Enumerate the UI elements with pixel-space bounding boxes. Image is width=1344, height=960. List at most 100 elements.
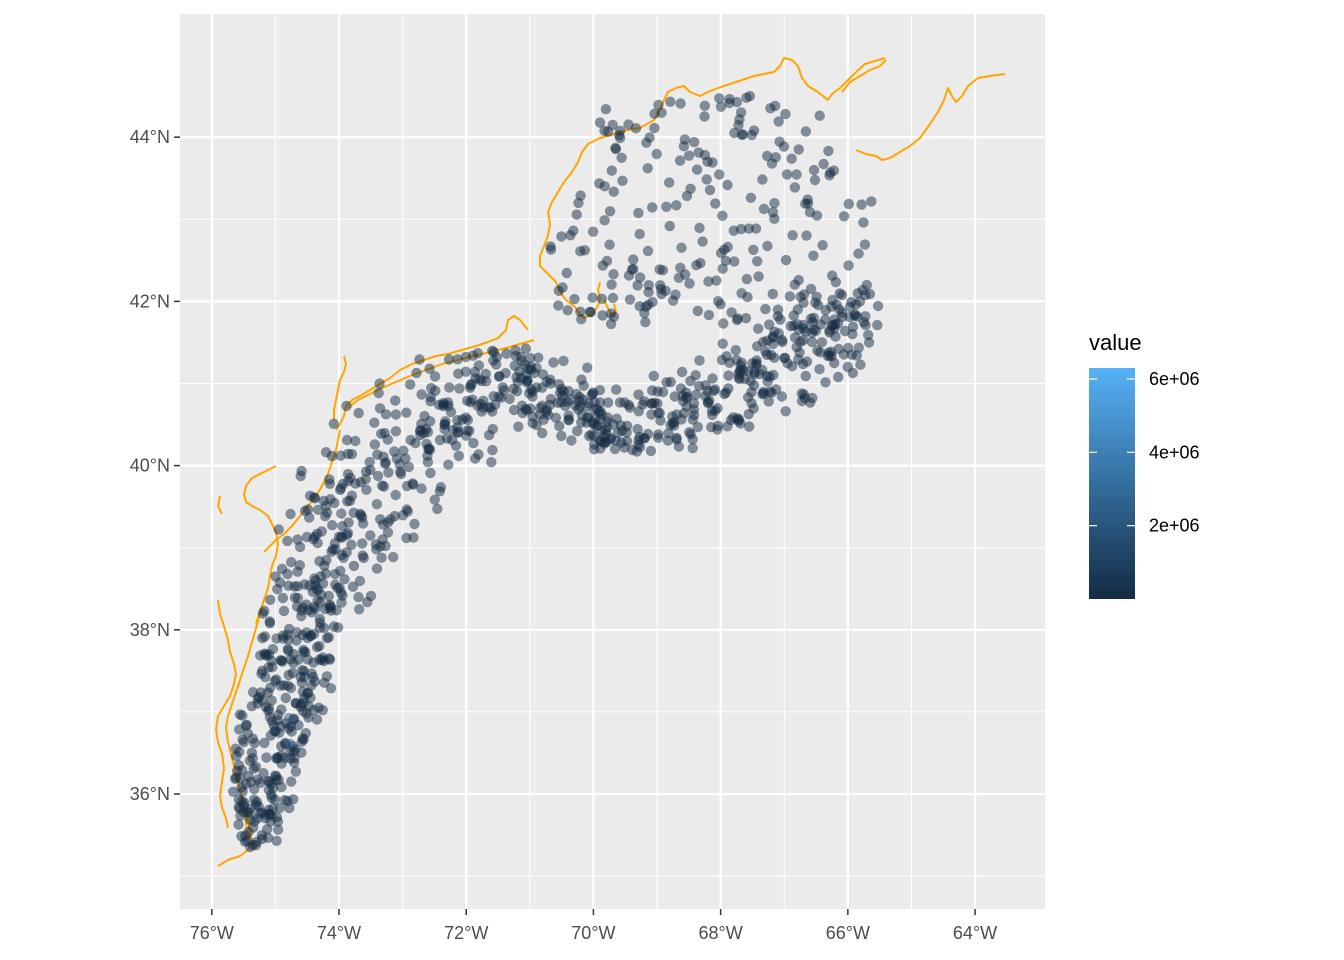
sample-point	[793, 144, 804, 155]
sample-point	[292, 566, 303, 577]
sample-point	[602, 126, 614, 137]
x-tick-label: 66°W	[826, 923, 870, 943]
sample-point	[424, 416, 436, 427]
sample-point	[283, 723, 294, 734]
sample-point	[357, 518, 369, 529]
sample-point	[807, 392, 818, 404]
sample-point	[556, 231, 567, 242]
sample-point	[242, 835, 253, 846]
sample-point	[486, 457, 497, 468]
sample-point	[289, 592, 301, 603]
sample-point	[748, 125, 760, 136]
sample-point	[852, 288, 864, 299]
sample-point	[550, 412, 562, 423]
sample-point	[299, 579, 310, 590]
sample-point	[353, 591, 364, 603]
sample-point	[804, 207, 816, 218]
coastline-delaware-bay	[243, 465, 279, 625]
sample-point	[818, 158, 829, 170]
sample-point	[647, 202, 658, 213]
sample-point	[800, 198, 811, 209]
sample-point	[297, 665, 308, 676]
sample-point	[839, 325, 851, 337]
sample-point	[792, 304, 803, 315]
sample-point	[842, 361, 853, 373]
major-gridlines	[180, 14, 1045, 909]
sample-point	[697, 236, 708, 247]
sample-point	[648, 370, 659, 382]
sample-point	[253, 801, 264, 812]
sample-point	[265, 594, 276, 605]
sample-point	[731, 314, 743, 326]
sample-point	[690, 389, 702, 400]
sample-point	[361, 484, 372, 495]
sample-point	[843, 198, 854, 210]
sample-point	[473, 360, 485, 371]
sample-point	[327, 520, 338, 531]
sample-point	[642, 245, 654, 257]
sample-point	[364, 456, 375, 468]
sample-point	[438, 400, 449, 412]
sample-point	[669, 391, 680, 402]
sample-point	[786, 153, 797, 164]
sample-point	[768, 369, 779, 381]
sample-point	[321, 632, 333, 644]
sample-point	[691, 260, 702, 271]
sample-point	[823, 145, 834, 157]
sample-point	[731, 96, 743, 108]
sample-point	[855, 359, 866, 370]
sample-point	[780, 254, 792, 266]
sample-point	[571, 209, 582, 220]
sample-point	[664, 177, 675, 188]
sample-point	[744, 421, 755, 432]
sample-point	[259, 737, 270, 749]
sample-point	[624, 294, 636, 305]
sample-point	[847, 321, 859, 332]
sample-point	[342, 468, 354, 480]
sample-point	[415, 425, 426, 437]
sample-point	[854, 296, 866, 307]
sample-point	[762, 150, 773, 162]
sample-point	[268, 720, 279, 731]
sample-point	[859, 239, 871, 250]
sample-point	[277, 592, 289, 604]
sample-point	[830, 331, 841, 342]
sample-point	[542, 409, 554, 420]
sample-point	[319, 622, 330, 634]
sample-point	[796, 388, 807, 399]
sample-point	[808, 164, 820, 176]
sample-point	[645, 445, 657, 457]
sample-point	[687, 443, 698, 454]
sample-point	[743, 223, 755, 234]
y-axis: 44°N 42°N 40°N 38°N 36°N	[130, 127, 180, 804]
sample-point	[608, 186, 619, 197]
sample-point	[634, 301, 645, 312]
sample-point	[617, 175, 628, 186]
sample-point	[303, 712, 314, 723]
sample-point	[833, 371, 844, 383]
sample-point	[609, 443, 621, 455]
sample-point	[656, 288, 667, 300]
sample-point	[308, 705, 320, 716]
sample-point	[653, 99, 664, 111]
sample-point	[688, 404, 700, 415]
sample-point	[566, 435, 577, 446]
sample-point	[775, 314, 786, 325]
sample-point	[843, 342, 854, 354]
sample-point	[300, 728, 311, 739]
sample-point	[336, 531, 347, 542]
sample-point	[375, 541, 386, 552]
sample-point	[820, 314, 831, 325]
sample-point	[341, 400, 352, 412]
sample-point	[424, 363, 435, 374]
sample-point	[605, 433, 616, 444]
sample-point	[302, 654, 313, 665]
sample-point	[671, 200, 682, 211]
x-tick-label: 68°W	[699, 923, 743, 943]
sample-point	[443, 354, 455, 365]
sample-point	[665, 96, 676, 107]
sample-point	[758, 203, 770, 215]
sample-point	[713, 296, 724, 307]
sample-point	[587, 226, 599, 237]
sample-point	[325, 683, 337, 694]
